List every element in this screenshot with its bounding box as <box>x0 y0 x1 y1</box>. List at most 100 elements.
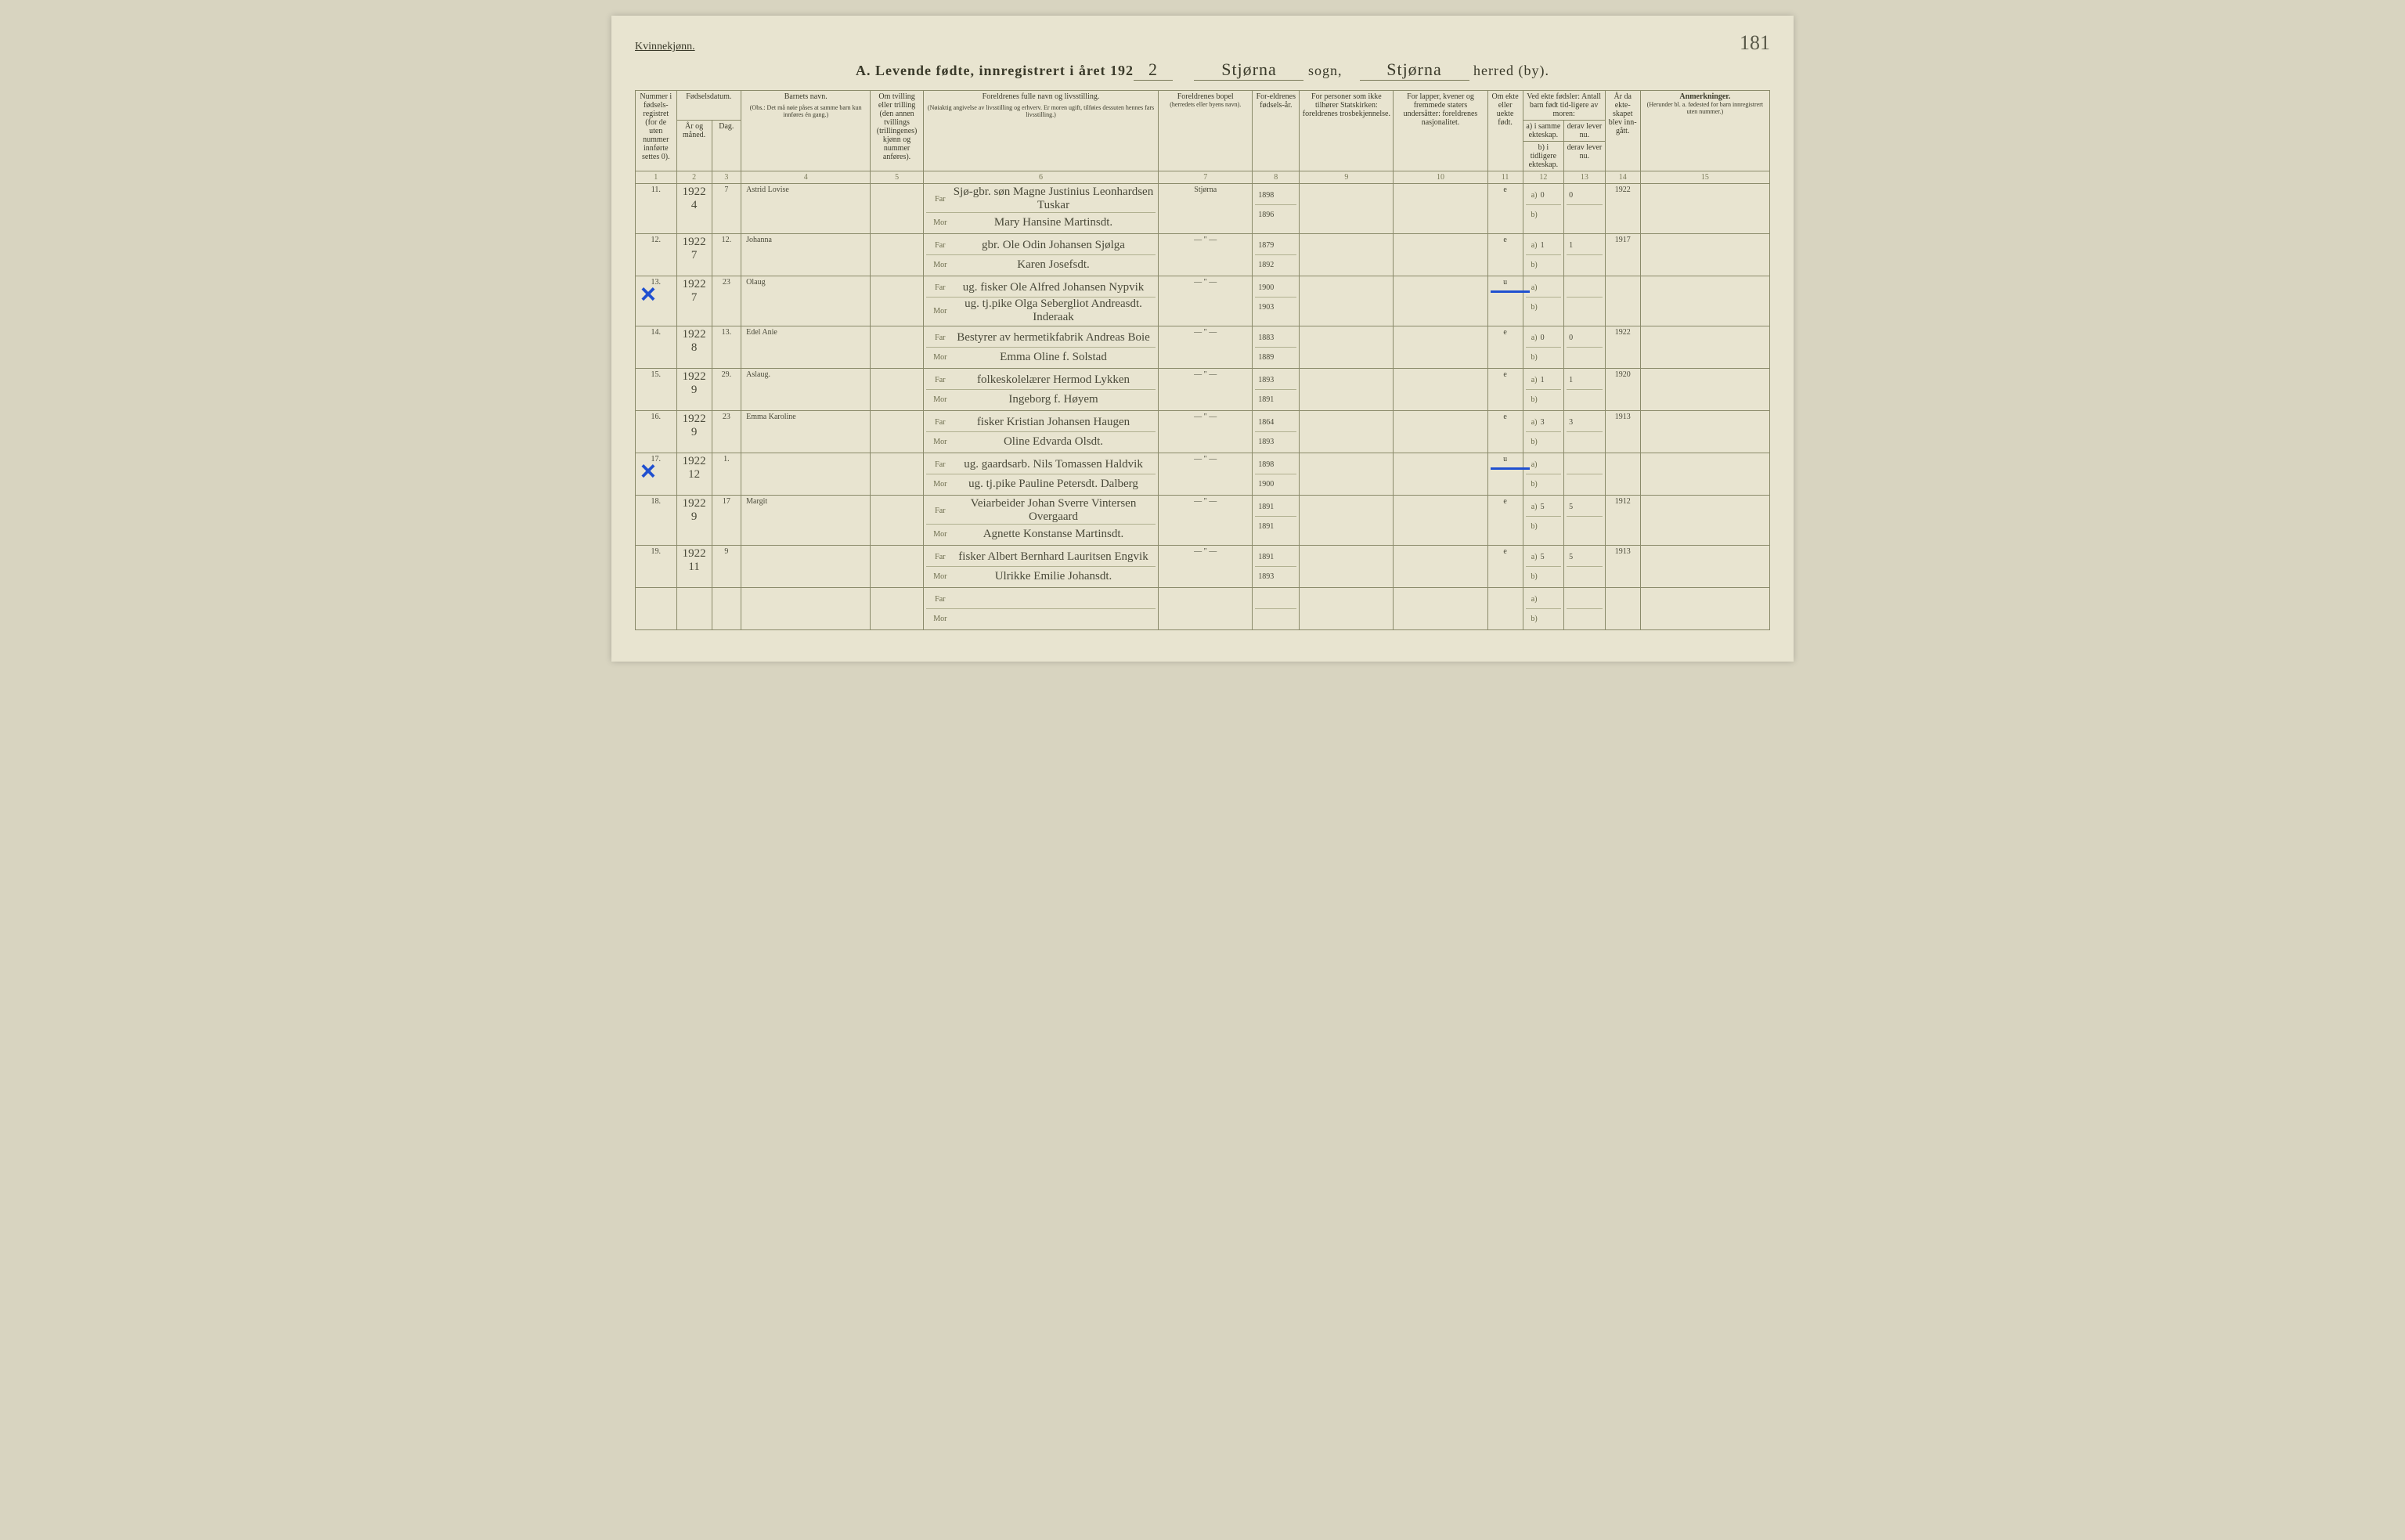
marriage-year <box>1605 588 1640 630</box>
prev-children-count: a)b) <box>1523 453 1564 496</box>
blue-strike-icon <box>1491 289 1530 293</box>
legitimacy: e <box>1487 184 1523 234</box>
day: 13. <box>712 326 741 369</box>
day: 9 <box>712 546 741 588</box>
remarks <box>1640 411 1769 453</box>
sogn-label: sogn, <box>1308 63 1343 78</box>
mor-label: Mor <box>926 353 951 362</box>
col-2b-header: Dag. <box>712 121 741 171</box>
prev-a-value: 0 <box>1541 334 1545 342</box>
col-6-note: (herredets eller byens navn). <box>1161 101 1249 108</box>
mor-label: Mor <box>926 530 951 539</box>
father-text: gbr. Ole Odin Johansen Sjølga <box>951 239 1156 252</box>
parent-birth-years: 18641893 <box>1253 411 1300 453</box>
b-label: b) <box>1528 303 1541 312</box>
faith <box>1300 588 1394 630</box>
mother-text: Agnette Konstanse Martinsdt. <box>951 528 1156 541</box>
father-text: fisker Albert Bernhard Lauritsen Engvik <box>951 550 1156 564</box>
a-label: a) <box>1528 376 1541 384</box>
nationality <box>1394 411 1487 453</box>
col-5-note: (Nøiaktig angivelse av livsstilling og e… <box>926 104 1156 118</box>
faith <box>1300 496 1394 546</box>
father-birth-year: 1879 <box>1255 236 1296 255</box>
a-label: a) <box>1528 418 1541 427</box>
parent-birth-years: 18911893 <box>1253 546 1300 588</box>
legitimacy: e <box>1487 234 1523 276</box>
marriage-year: 1913 <box>1605 546 1640 588</box>
father-birth-year: 1891 <box>1255 547 1296 567</box>
col-8-header: For personer som ikke tilhører Statskirk… <box>1300 91 1394 171</box>
twin <box>871 453 924 496</box>
father-birth-year: 1893 <box>1255 370 1296 390</box>
col-7-header: For-eldrenes fødsels-år. <box>1253 91 1300 171</box>
prev-children-alive: 0 <box>1564 184 1606 234</box>
col-4-header: Om tvilling eller trilling (den annen tv… <box>871 91 924 171</box>
twin <box>871 546 924 588</box>
col-5-header: Foreldrenes fulle navn og livsstilling. … <box>923 91 1158 171</box>
prev-a-live-value: 0 <box>1569 191 1573 200</box>
table-row: 19.1922 119Farfisker Albert Bernhard Lau… <box>636 546 1770 588</box>
faith <box>1300 411 1394 453</box>
year-month: 1922 12 <box>676 453 712 496</box>
entry-number: 16. <box>636 411 677 453</box>
remarks <box>1640 184 1769 234</box>
parents-cell: Farug. gaardsarb. Nils Tomassen HaldvikM… <box>923 453 1158 496</box>
twin <box>871 369 924 411</box>
prev-a-live-value: 1 <box>1569 376 1573 384</box>
page-number: 181 <box>1740 31 1770 55</box>
father-text: Bestyrer av hermetikfabrik Andreas Boie <box>951 331 1156 344</box>
col-1-header: Nummer i fødsels-registret (for de uten … <box>636 91 677 171</box>
nationality <box>1394 276 1487 326</box>
colnum: 11 <box>1487 171 1523 184</box>
residence: — " — <box>1159 411 1253 453</box>
table-row: 12.1922 712.JohannaFargbr. Ole Odin Joha… <box>636 234 1770 276</box>
year-month: 1922 7 <box>676 276 712 326</box>
far-label: Far <box>926 418 951 427</box>
mother-birth-year: 1900 <box>1255 474 1296 493</box>
twin <box>871 588 924 630</box>
entry-number: 19. <box>636 546 677 588</box>
child-name <box>741 546 871 588</box>
remarks <box>1640 326 1769 369</box>
nationality <box>1394 496 1487 546</box>
day: 29. <box>712 369 741 411</box>
mor-label: Mor <box>926 261 951 269</box>
father-text: ug. fisker Ole Alfred Johansen Nypvik <box>951 281 1156 294</box>
prev-a-live-value: 5 <box>1569 503 1573 511</box>
prev-children-alive: 3 <box>1564 411 1606 453</box>
far-label: Far <box>926 507 951 515</box>
parents-cell: FarVeiarbeider Johan Sverre Vintersen Ov… <box>923 496 1158 546</box>
b-label: b) <box>1528 480 1541 489</box>
mother-text: ug. tj.pike Pauline Petersdt. Dalberg <box>951 478 1156 491</box>
remarks <box>1640 369 1769 411</box>
child-name: Johanna <box>741 234 871 276</box>
marriage-year: 1913 <box>1605 411 1640 453</box>
mor-label: Mor <box>926 438 951 446</box>
mother-text: Mary Hansine Martinsdt. <box>951 216 1156 229</box>
col-6-title: Foreldrenes bopel <box>1161 92 1249 101</box>
marriage-year <box>1605 276 1640 326</box>
residence: — " — <box>1159 546 1253 588</box>
child-name <box>741 453 871 496</box>
year-suffix: 2 <box>1134 60 1173 81</box>
mor-label: Mor <box>926 480 951 489</box>
mother-text: Emma Oline f. Solstad <box>951 351 1156 364</box>
child-name: Margit <box>741 496 871 546</box>
title-prefix: A. Levende fødte, innregistrert i året 1… <box>856 63 1134 78</box>
col-12-header: År da ekte-skapet blev inn-gått. <box>1605 91 1640 171</box>
faith <box>1300 326 1394 369</box>
mother-birth-year: 1893 <box>1255 432 1296 451</box>
colnum: 3 <box>712 171 741 184</box>
faith <box>1300 453 1394 496</box>
year-month: 1922 9 <box>676 411 712 453</box>
prev-children-count: a)0b) <box>1523 184 1564 234</box>
colnum: 15 <box>1640 171 1769 184</box>
far-label: Far <box>926 283 951 292</box>
far-label: Far <box>926 195 951 204</box>
faith <box>1300 546 1394 588</box>
faith <box>1300 276 1394 326</box>
b-label: b) <box>1528 211 1541 219</box>
legitimacy: u <box>1487 453 1523 496</box>
b-label: b) <box>1528 615 1541 623</box>
mother-text: Oline Edvarda Olsdt. <box>951 435 1156 449</box>
